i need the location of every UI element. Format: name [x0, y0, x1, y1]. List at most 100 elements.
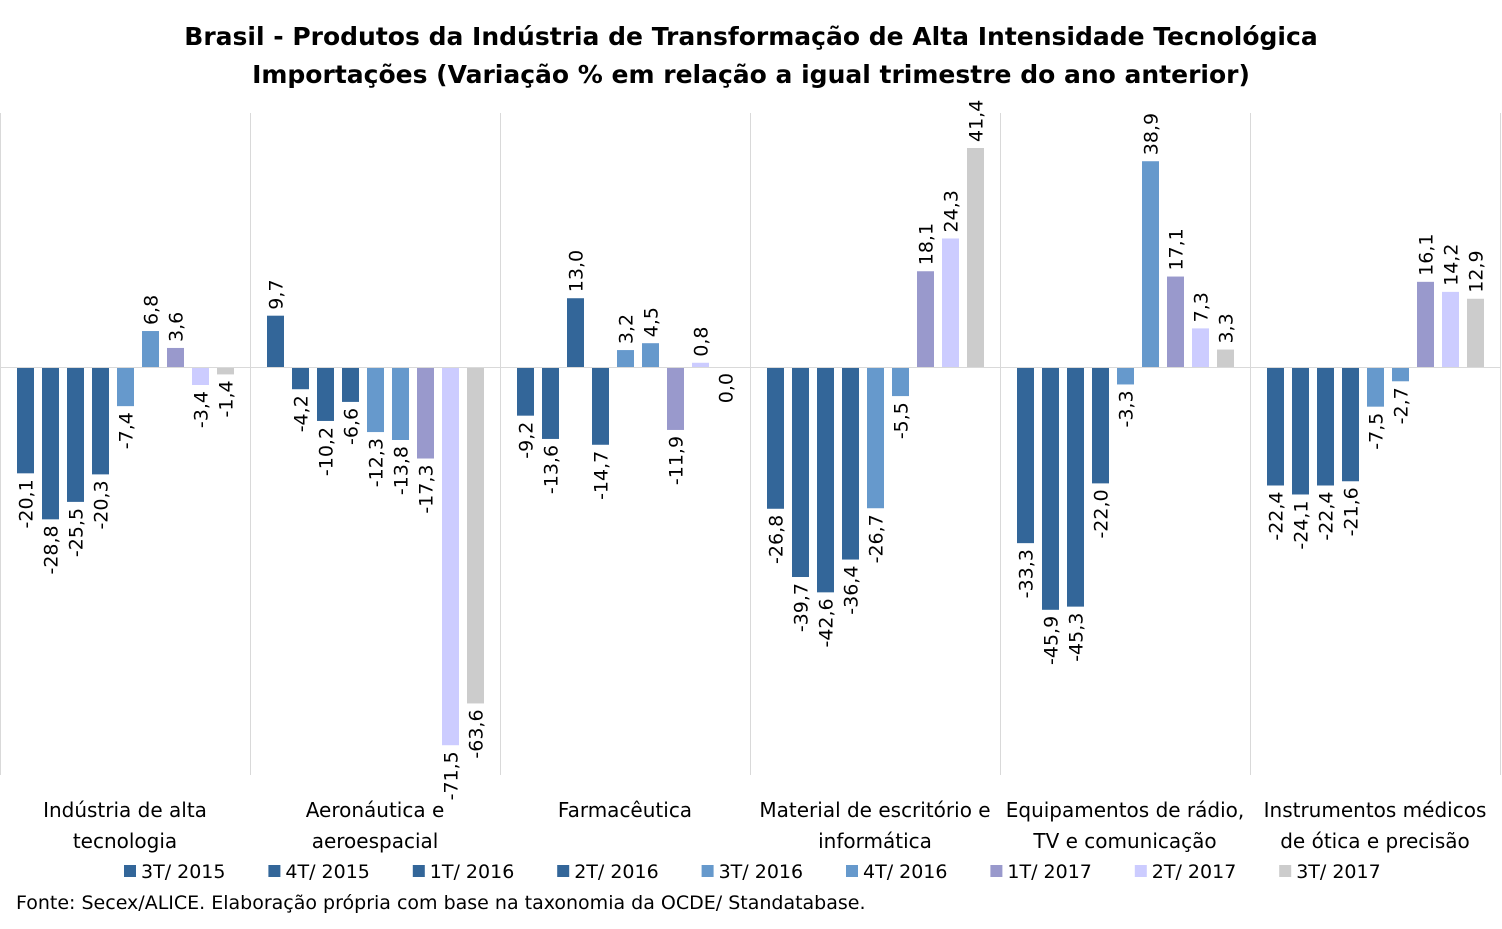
bar [1167, 276, 1184, 367]
bar [567, 298, 584, 367]
legend-label: 3T/ 2017 [1296, 861, 1381, 883]
bar [917, 271, 934, 367]
data-label: -71,5 [441, 751, 463, 800]
bar [92, 367, 109, 475]
source-note: Fonte: Secex/ALICE. Elaboração própria c… [16, 892, 866, 914]
bar [617, 350, 634, 367]
legend-label: 1T/ 2016 [430, 861, 515, 883]
bar [817, 367, 834, 593]
data-label: 3,2 [616, 314, 638, 344]
legend-swatch [1279, 865, 1292, 877]
bar [142, 331, 159, 367]
bar [392, 367, 409, 440]
data-label: -25,5 [66, 508, 88, 557]
data-label: -33,3 [1016, 549, 1038, 598]
bar [1442, 291, 1459, 367]
category-label: Material de escritório e [759, 798, 990, 822]
chart-title: Brasil - Produtos da Indústria de Transf… [184, 22, 1318, 51]
bar [1192, 328, 1209, 367]
bars-group [17, 148, 1484, 746]
data-label: 6,8 [141, 295, 163, 325]
data-label: -24,1 [1291, 500, 1313, 549]
data-label: 0,8 [691, 327, 713, 357]
data-label: 17,1 [1166, 228, 1188, 270]
bar [217, 367, 234, 375]
category-label: de ótica e precisão [1280, 829, 1470, 853]
data-label: 0,0 [716, 373, 738, 403]
bar [867, 367, 884, 509]
data-label: -3,4 [191, 391, 213, 428]
bar [367, 367, 384, 433]
legend-swatch [701, 865, 714, 877]
bar [1092, 367, 1109, 484]
category-label: Farmacêutica [558, 798, 692, 822]
legend-label: 3T/ 2015 [141, 861, 226, 883]
bar [1392, 367, 1409, 382]
data-label: 4,5 [641, 307, 663, 337]
data-label: -2,7 [1391, 387, 1413, 424]
bar [542, 367, 559, 439]
bar [1417, 281, 1434, 367]
data-label: -9,2 [516, 422, 538, 459]
bar [767, 367, 784, 509]
legend-label: 3T/ 2016 [719, 861, 804, 883]
legend-swatch [412, 865, 425, 877]
data-label: -26,7 [866, 514, 888, 563]
data-label: -13,6 [541, 445, 563, 494]
bar [67, 367, 84, 502]
data-label: -7,4 [116, 412, 138, 449]
data-label: 41,4 [966, 100, 988, 142]
data-label: -4,2 [291, 395, 313, 432]
data-label: -22,4 [1316, 491, 1338, 540]
data-label: -36,4 [841, 566, 863, 615]
bar [442, 367, 459, 746]
bar [792, 367, 809, 578]
bar [1342, 367, 1359, 482]
bar [892, 367, 909, 397]
legend-swatch [124, 865, 136, 877]
bar [192, 367, 209, 385]
data-label: 16,1 [1416, 234, 1438, 276]
data-label: -6,6 [341, 408, 363, 445]
legend-swatch [1134, 865, 1147, 877]
data-label: -10,2 [316, 427, 338, 476]
legend-label: 4T/ 2016 [863, 861, 948, 883]
category-label: informática [818, 829, 932, 853]
category-label: Aeronáutica e [306, 798, 445, 822]
legend: 3T/ 2015 4T/ 2015 1T/ 2016 2T/ 2016 3T/ 2016… [124, 861, 1381, 883]
data-label: 18,1 [916, 223, 938, 265]
data-label: -5,5 [891, 402, 913, 439]
data-label: -12,3 [366, 438, 388, 487]
data-label: -1,4 [216, 380, 238, 417]
data-label: -20,1 [16, 479, 38, 528]
legend-label: 1T/ 2017 [1007, 861, 1092, 883]
data-label: 14,2 [1441, 244, 1463, 286]
bar [642, 343, 659, 367]
bar [17, 367, 34, 474]
data-label: 24,3 [941, 190, 963, 232]
legend-swatch [990, 865, 1003, 877]
bar [1267, 367, 1284, 486]
bar [1067, 367, 1084, 607]
bar [342, 367, 359, 402]
data-label: -45,9 [1041, 616, 1063, 665]
bar [692, 362, 709, 367]
legend-swatch [846, 865, 858, 877]
data-label: 38,9 [1141, 113, 1163, 155]
category-labels-group: Indústria de alta tecnologia Aeronáutica e… [43, 798, 1486, 853]
bar [942, 238, 959, 367]
data-label: -42,6 [816, 598, 838, 647]
category-label: Instrumentos médicos [1264, 798, 1487, 822]
category-label: TV e comunicação [1032, 829, 1216, 853]
bar [467, 367, 484, 704]
data-label: 9,7 [266, 279, 288, 309]
data-label: -3,3 [1116, 390, 1138, 427]
bar [117, 367, 134, 407]
data-label: -22,4 [1266, 491, 1288, 540]
data-label: -7,5 [1366, 413, 1388, 450]
bar [1117, 367, 1134, 385]
bar [1042, 367, 1059, 610]
data-label: -22,0 [1091, 489, 1113, 538]
bar [292, 367, 309, 390]
data-label: -13,8 [391, 446, 413, 495]
